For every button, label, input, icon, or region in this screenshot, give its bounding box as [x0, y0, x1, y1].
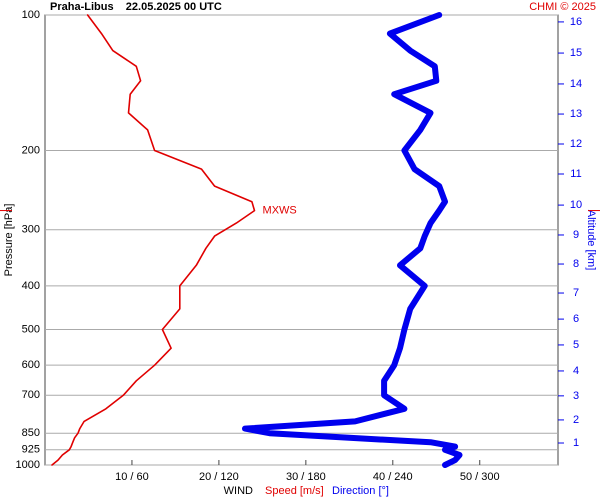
profile-line	[242, 12, 463, 468]
y2-tick-label: 3	[573, 390, 579, 402]
y-tick-label: 600	[22, 359, 40, 371]
y2-tick-label: 5	[573, 339, 579, 351]
credit: CHMI © 2025	[529, 1, 596, 13]
annotation: MXWS	[263, 204, 297, 216]
y-tick-label: 1000	[16, 459, 40, 471]
y-tick-label: 400	[22, 280, 40, 292]
y2-axis-label: Altitude [km]	[585, 210, 597, 271]
y2-tick-label: 9	[573, 229, 579, 241]
y-tick-label: 925	[22, 444, 40, 456]
y-tick-label: 850	[22, 427, 40, 439]
x-axis-label: WIND	[224, 485, 253, 497]
y2-tick-label: 6	[573, 313, 579, 325]
y2-tick-label: 8	[573, 258, 579, 270]
y2-tick-label: 4	[573, 365, 579, 377]
y2-tick-label: 15	[570, 47, 582, 59]
legend-entry: Direction [°]	[332, 485, 389, 497]
y-tick-label: 100	[22, 9, 40, 21]
x-tick-label: 20 / 120	[199, 471, 239, 483]
chart-title: Praha-Libus 22.05.2025 00 UTC	[50, 1, 222, 13]
y2-tick-label: 7	[573, 287, 579, 299]
y2-tick-label: 11	[570, 168, 581, 180]
y2-tick-label: 2	[573, 414, 579, 426]
y2-tick-label: 13	[570, 108, 582, 120]
y-tick-label: 700	[22, 389, 40, 401]
y2-tick-label: 10	[570, 199, 582, 211]
plot-frame	[44, 14, 559, 466]
profile-line	[51, 14, 256, 466]
x-tick-label: 10 / 60	[115, 471, 149, 483]
x-tick-label: 30 / 180	[286, 471, 326, 483]
y2-tick-label: 1	[573, 437, 579, 449]
x-tick-label: 40 / 240	[373, 471, 413, 483]
y-tick-label: 300	[22, 224, 40, 236]
x-tick-label: 50 / 300	[460, 471, 500, 483]
y-tick-label: 500	[22, 323, 40, 335]
y2-tick-label: 16	[570, 16, 582, 28]
y2-tick-label: 14	[570, 78, 582, 90]
y2-tick-label: 12	[570, 138, 582, 150]
y-tick-label: 200	[22, 144, 40, 156]
y-axis-label: Pressure [hPa]	[3, 204, 15, 277]
legend-entry: Speed [m/s]	[265, 485, 324, 497]
